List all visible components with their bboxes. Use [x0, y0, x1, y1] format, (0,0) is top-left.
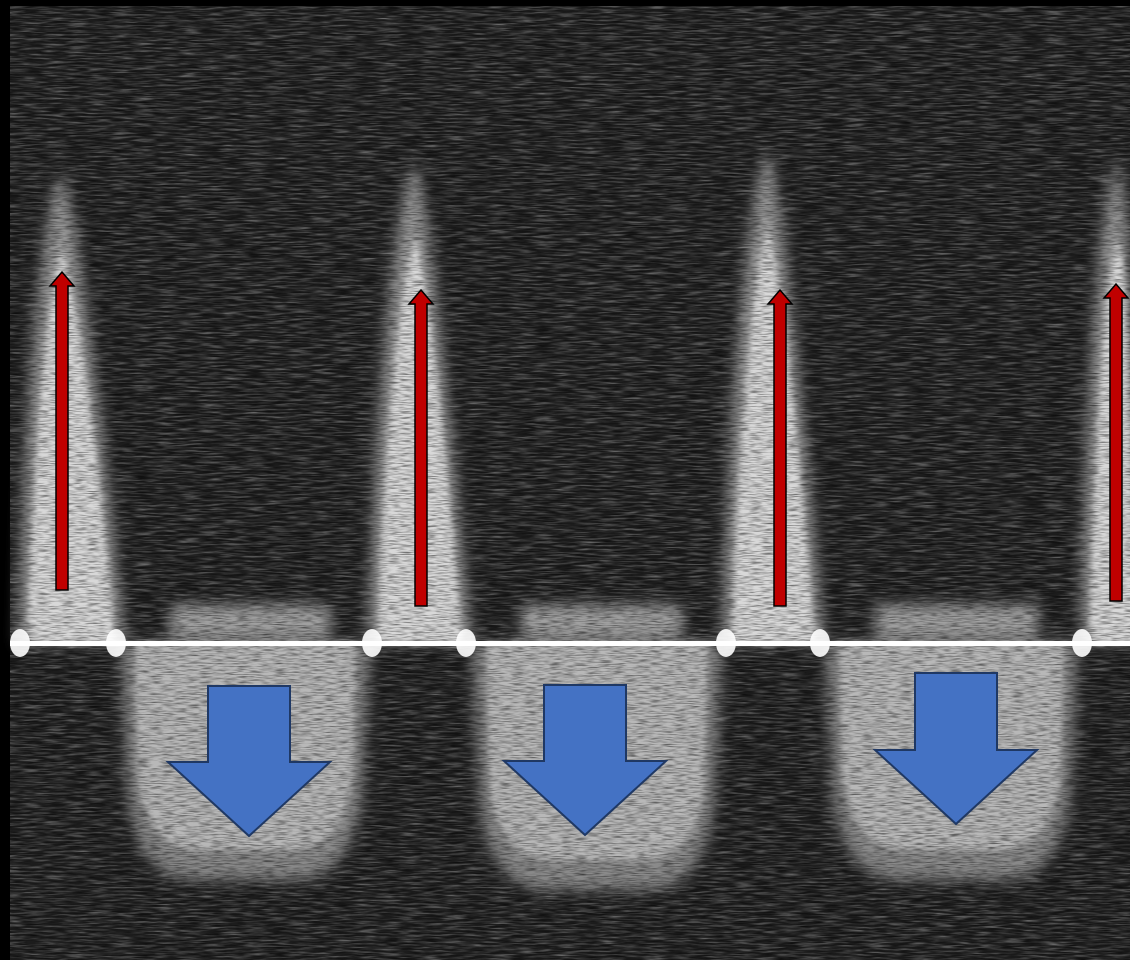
baseline-marker [106, 629, 126, 657]
thin-up-arrow-icon [407, 288, 435, 607]
block-down-arrow-icon [872, 672, 1040, 826]
baseline-marker [1072, 629, 1092, 657]
baseline-marker [810, 629, 830, 657]
thin-up-arrow-icon [766, 288, 794, 607]
baseline-marker [362, 629, 382, 657]
baseline-marker [456, 629, 476, 657]
baseline-markers [10, 629, 1092, 657]
baseline-marker [10, 629, 30, 657]
thin-up-arrow-icon [48, 270, 76, 591]
block-down-arrow-icon [501, 684, 669, 837]
forward-flow-arrows [48, 270, 1130, 607]
baseline-line [10, 641, 1130, 646]
thin-up-arrow-icon [1102, 282, 1130, 602]
reverse-flow-arrows [165, 672, 1040, 838]
baseline-marker [716, 629, 736, 657]
block-down-arrow-icon [165, 685, 333, 838]
